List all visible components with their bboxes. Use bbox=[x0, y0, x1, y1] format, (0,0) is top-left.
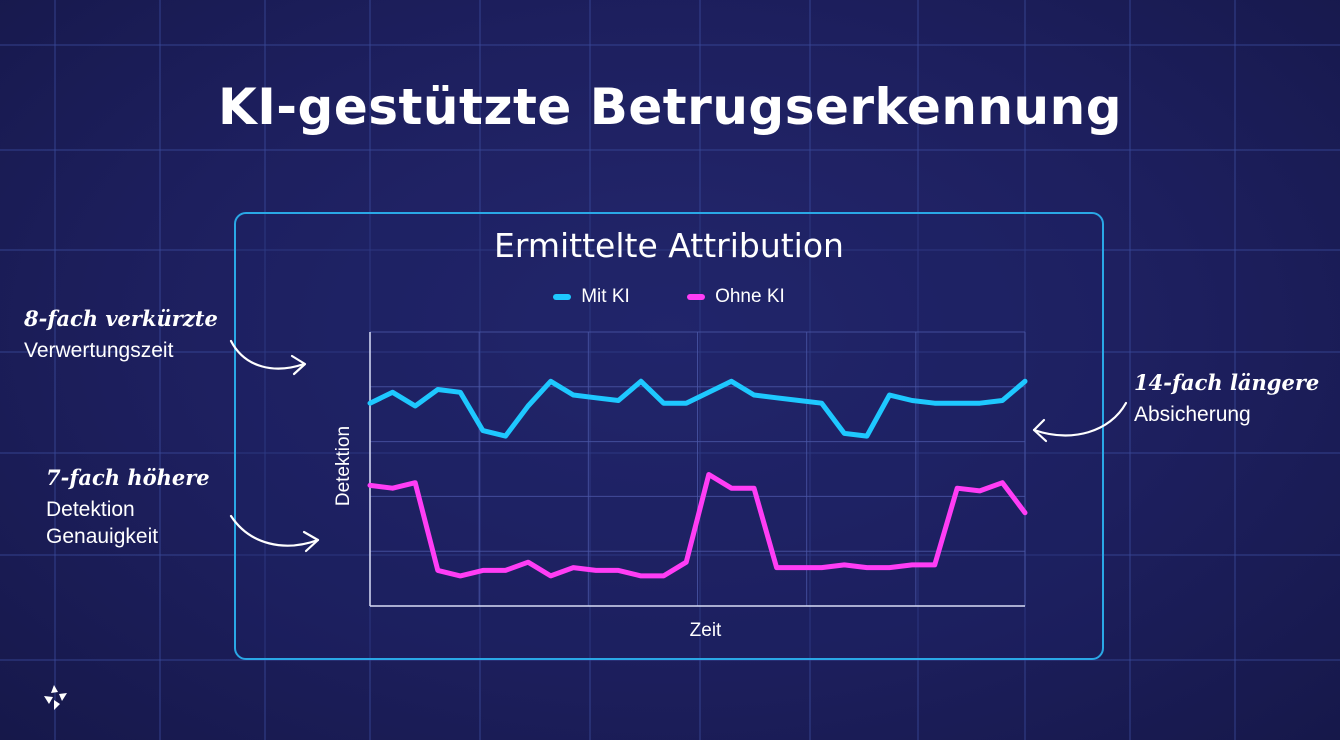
legend-swatch-mit-ki bbox=[553, 294, 572, 300]
annotation-text: Absicherung bbox=[1134, 403, 1251, 426]
legend-swatch-ohne-ki bbox=[687, 294, 706, 300]
annotation-text: Verwertungszeit bbox=[24, 339, 174, 362]
annotation-absicherung: 14-fach längere Absicherung bbox=[1134, 370, 1319, 428]
annotation-highlight: 14-fach längere bbox=[1134, 370, 1320, 395]
annotation-text: Genauigkeit bbox=[46, 525, 159, 548]
legend-label-ohne-ki: Ohne KI bbox=[715, 286, 785, 307]
annotation-highlight: 7-fach höhere bbox=[46, 465, 210, 490]
chart-card bbox=[234, 212, 1104, 660]
annotation-genauigkeit: 7-fach höhere Detektion Genauigkeit bbox=[46, 465, 210, 550]
series-line-ohne-ki bbox=[367, 472, 1028, 579]
y-axis-label: Detektion bbox=[333, 426, 354, 506]
series-line-mit-ki bbox=[367, 378, 1028, 439]
annotation-highlight: 8-fach verkürzte bbox=[24, 306, 218, 331]
legend-item-ohne-ki: Ohne KI bbox=[687, 286, 785, 308]
chart-title: Ermittelte Attribution bbox=[494, 226, 844, 265]
logo-icon bbox=[44, 685, 67, 710]
annotation-verwertungszeit: 8-fach verkürzte Verwertungszeit bbox=[24, 306, 218, 364]
annotation-text: Detektion bbox=[46, 498, 135, 521]
legend-item-mit-ki: Mit KI bbox=[553, 286, 630, 308]
legend-label-mit-ki: Mit KI bbox=[581, 286, 630, 307]
x-axis-label: Zeit bbox=[690, 620, 722, 641]
page-title: KI-gestützte Betrugserkennung bbox=[217, 78, 1123, 136]
chart-legend: Mit KI Ohne KI bbox=[234, 284, 1104, 308]
